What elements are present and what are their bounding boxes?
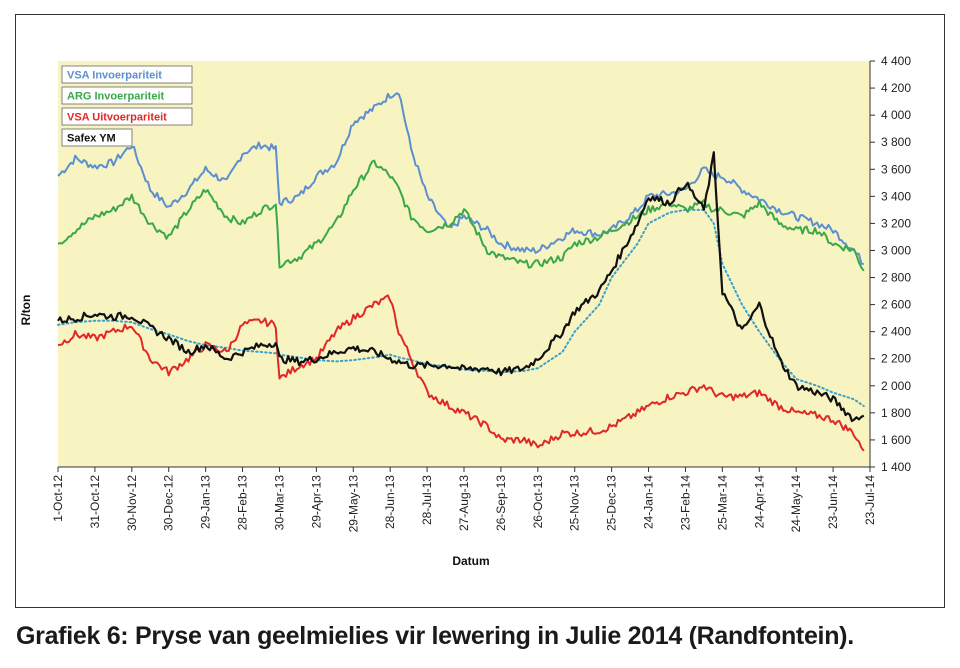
y-tick-label: 4 400 [881,54,911,68]
x-tick-label: 26-Sep-13 [494,475,508,531]
y-tick-label: 3 800 [881,135,911,149]
x-tick-label: 30-Mar-13 [272,475,286,531]
x-axis-label: Datum [452,554,489,568]
x-tick-label: 29-Apr-13 [309,475,323,529]
x-tick-label: 26-Oct-13 [531,475,545,529]
x-tick-label: 28-Feb-13 [236,475,250,531]
figure-caption: Grafiek 6: Pryse van geelmielies vir lew… [16,622,854,650]
y-tick-label: 4 000 [881,108,911,122]
y-axis-label: R/ton [19,295,33,326]
y-tick-label: 2 200 [881,352,911,366]
y-tick-layer: 1 400 1 600 1 800 2 000 2 200 2 400 2 600 2 800… [870,54,911,474]
x-tick-label: 27-Aug-13 [457,475,471,531]
x-tick-label: 28-Jul-13 [420,475,434,525]
legend: VSA Invoerpariteit ARG Invoerpariteit VSA … [61,65,193,147]
x-tick-label: 23-Jun-14 [826,475,840,529]
y-tick-label: 3 400 [881,189,911,203]
x-tick-label: 25-Mar-14 [715,475,729,531]
x-tick-label: 28-Jun-13 [383,475,397,529]
y-tick-label: 2 400 [881,325,911,339]
x-tick-label: 23-Feb-14 [678,475,692,531]
x-tick-layer: 1-Oct-12 31-Oct-12 30-Nov-12 30-Dec-12 29-Ja… [51,467,877,532]
y-tick-label: 2 800 [881,271,911,285]
legend-label-safex-ym: Safex YM [67,133,116,145]
chart-frame: 1 400 1 600 1 800 2 000 2 200 2 400 2 600 2 800… [15,14,945,608]
series-layer [57,92,865,452]
y-tick-label: 2 000 [881,379,911,393]
x-tick-label: 1-Oct-12 [51,475,65,522]
legend-label-vsa-invoerpariteit: VSA Invoerpariteit [67,70,162,82]
series-line-vsa-invoerpariteit [57,92,864,265]
y-tick-label: 3 200 [881,216,911,230]
series-line-safex-ym [57,151,865,423]
legend-box [61,65,193,84]
y-tick-label: 1 600 [881,433,911,447]
x-tick-label: 24-Jan-14 [642,475,656,529]
x-tick-label: 29-May-13 [346,475,360,533]
x-tick-label: 23-Jul-14 [863,475,877,525]
series-line-arg-invoerpariteit [57,159,865,272]
x-tick-label: 31-Oct-12 [88,475,102,529]
y-tick-label: 4 200 [881,81,911,95]
y-tick-label: 1 800 [881,406,911,420]
x-tick-label: 29-Jan-13 [199,475,213,529]
x-tick-label: 30-Nov-12 [125,475,139,531]
legend-label-arg-invoerpariteit: ARG Invoerpariteit [67,91,165,103]
x-tick-label: 24-Apr-14 [752,475,766,529]
chart-svg: 1 400 1 600 1 800 2 000 2 200 2 400 2 600 2 800… [19,54,911,568]
x-tick-label: 30-Dec-12 [162,475,176,531]
y-tick-label: 1 400 [881,460,911,474]
legend-box [61,128,133,147]
x-tick-label: 24-May-14 [789,475,803,533]
y-tick-label: 3 000 [881,243,911,257]
legend-box [61,86,193,105]
legend-box [61,107,193,126]
x-tick-label: 25-Nov-13 [568,475,582,531]
legend-label-vsa-uitvoerpariteit: VSA Uitvoerpariteit [67,112,167,124]
y-tick-label: 3 600 [881,162,911,176]
x-tick-label: 25-Dec-13 [605,475,619,531]
y-tick-label: 2 600 [881,298,911,312]
